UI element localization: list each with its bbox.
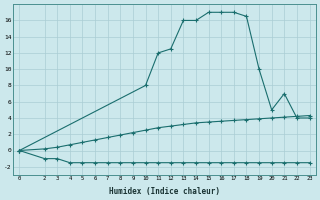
X-axis label: Humidex (Indice chaleur): Humidex (Indice chaleur) [109, 187, 220, 196]
